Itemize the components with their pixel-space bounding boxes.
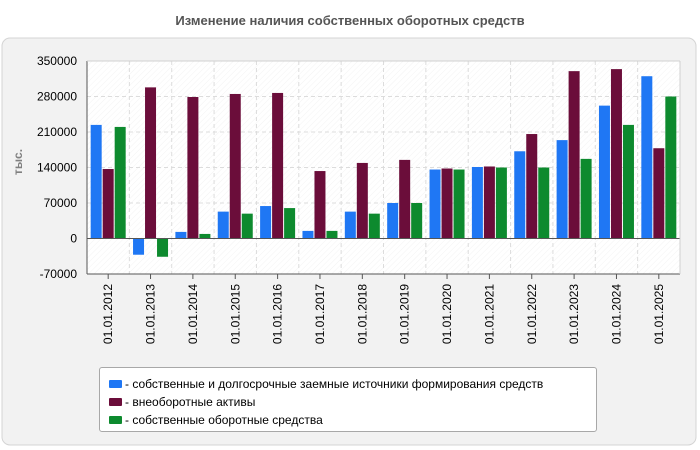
legend-swatch-working-capital <box>109 416 122 424</box>
y-axis-label: тыс. <box>11 149 25 175</box>
bar-series-0 <box>260 206 272 239</box>
bar-series-0 <box>556 140 568 239</box>
legend-item-sources: - собственные и долгосрочные заемные ист… <box>109 375 596 393</box>
legend: - собственные и долгосрочные заемные ист… <box>99 367 597 432</box>
bar-series-1 <box>483 166 495 239</box>
bar-series-2 <box>326 230 338 239</box>
bar-series-2 <box>368 213 380 239</box>
y-tick-label: 350000 <box>37 54 77 68</box>
bar-series-2 <box>495 167 507 239</box>
x-tick-label: 01.01.2018 <box>355 284 369 344</box>
bar-series-0 <box>429 169 441 239</box>
bar-series-2 <box>284 208 296 239</box>
y-tick-label: 0 <box>70 232 77 246</box>
x-tick-label: 01.01.2025 <box>652 284 666 344</box>
x-tick-label: 01.01.2019 <box>398 284 412 344</box>
x-tick-label: 01.01.2022 <box>525 284 539 344</box>
bar-series-1 <box>526 134 538 239</box>
bar-series-0 <box>302 230 314 239</box>
legend-item-working-capital: - собственные оборотные средства <box>109 411 596 429</box>
bar-series-2 <box>114 126 126 239</box>
bar-series-1 <box>145 87 157 239</box>
bar-series-0 <box>217 211 229 239</box>
x-tick-label: 01.01.2012 <box>101 284 115 344</box>
legend-label-sources: собственные и долгосрочные заемные источ… <box>132 377 544 391</box>
y-tick-label: -70000 <box>40 267 78 281</box>
bar-series-2 <box>241 213 253 239</box>
bar-series-1 <box>610 69 622 239</box>
legend-item-noncurrent-assets: - внеоборотные активы <box>109 393 596 411</box>
x-tick-label: 01.01.2023 <box>567 284 581 344</box>
bar-series-1 <box>399 159 411 239</box>
bar-series-0 <box>175 231 187 239</box>
bar-series-1 <box>653 148 665 239</box>
bar-series-2 <box>411 203 423 239</box>
legend-swatch-sources <box>109 380 122 388</box>
bar-series-1 <box>272 92 284 239</box>
legend-label-working-capital: собственные оборотные средства <box>132 413 323 427</box>
x-tick-label: 01.01.2015 <box>228 284 242 344</box>
bar-series-0 <box>514 151 526 239</box>
bar-series-2 <box>157 238 169 257</box>
bar-series-0 <box>641 76 653 239</box>
legend-swatch-noncurrent-assets <box>109 398 122 406</box>
y-tick-label: 140000 <box>37 161 77 175</box>
bar-series-1 <box>102 169 114 239</box>
y-tick-label: 70000 <box>44 196 78 210</box>
chart-title: Изменение наличия собственных оборотных … <box>175 13 524 28</box>
bar-series-2 <box>453 169 465 239</box>
bar-series-2 <box>665 96 677 239</box>
bar-series-1 <box>568 71 580 239</box>
x-tick-label: 01.01.2020 <box>440 284 454 344</box>
x-tick-label: 01.01.2024 <box>609 284 623 344</box>
bar-series-1 <box>314 171 326 239</box>
bar-series-2 <box>538 167 550 239</box>
legend-label-noncurrent-assets: внеоборотные активы <box>132 395 256 409</box>
bar-series-0 <box>90 124 102 239</box>
x-tick-label: 01.01.2016 <box>271 284 285 344</box>
x-tick-label: 01.01.2021 <box>482 284 496 344</box>
bars-layer <box>90 69 677 257</box>
bar-series-1 <box>187 97 199 239</box>
axis-layer: -70000 0 70000 140000 210000 280000 350000 01.0… <box>37 54 681 344</box>
bar-series-0 <box>133 238 145 255</box>
bar-series-1 <box>356 162 368 239</box>
bar-series-1 <box>441 168 453 239</box>
bar-series-2 <box>199 233 211 239</box>
bar-series-2 <box>580 158 592 239</box>
bar-series-0 <box>344 211 356 239</box>
x-tick-label: 01.01.2017 <box>313 284 327 344</box>
x-tick-label: 01.01.2014 <box>186 284 200 344</box>
bar-series-0 <box>598 105 610 239</box>
bar-series-0 <box>471 166 483 239</box>
bar-series-0 <box>387 203 399 239</box>
x-tick-label: 01.01.2013 <box>144 284 158 344</box>
y-tick-label: 280000 <box>37 90 77 104</box>
y-tick-label: 210000 <box>37 125 77 139</box>
bar-series-2 <box>622 124 634 239</box>
bar-series-1 <box>229 93 241 239</box>
